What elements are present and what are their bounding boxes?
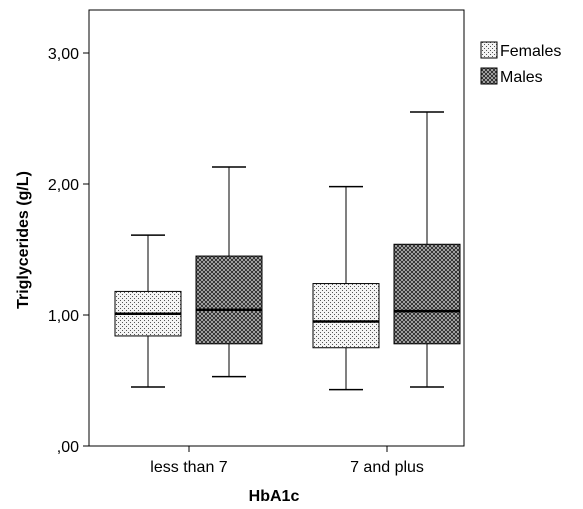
- iqr-box: [312, 283, 380, 349]
- legend-swatch-females: [480, 41, 498, 59]
- plot-area: [88, 9, 465, 447]
- iqr-box: [195, 255, 263, 345]
- legend-swatch-males: [480, 67, 498, 85]
- box-males-2: [393, 111, 461, 388]
- y-axis: ,00 1,00 2,00 3,00: [48, 46, 89, 456]
- x-axis-title: HbA1c: [249, 488, 300, 505]
- boxes: [114, 111, 461, 391]
- x-axis: less than 7 7 and plus: [150, 446, 424, 476]
- y-tick-label: 1,00: [48, 308, 79, 325]
- legend-label-males: Males: [500, 69, 543, 86]
- iqr-box: [393, 243, 461, 345]
- y-tick-label: ,00: [57, 439, 79, 456]
- legend-label-females: Females: [500, 43, 561, 60]
- legend: Females Males: [480, 41, 561, 86]
- y-axis-title: Triglycerides (g/L): [15, 171, 32, 309]
- box-males-1: [195, 166, 263, 378]
- box-females-1: [114, 234, 182, 388]
- x-tick-label: less than 7: [150, 459, 227, 476]
- box-females-2: [312, 185, 380, 391]
- x-tick-label: 7 and plus: [350, 459, 424, 476]
- y-tick-label: 2,00: [48, 177, 79, 194]
- y-tick-label: 3,00: [48, 46, 79, 63]
